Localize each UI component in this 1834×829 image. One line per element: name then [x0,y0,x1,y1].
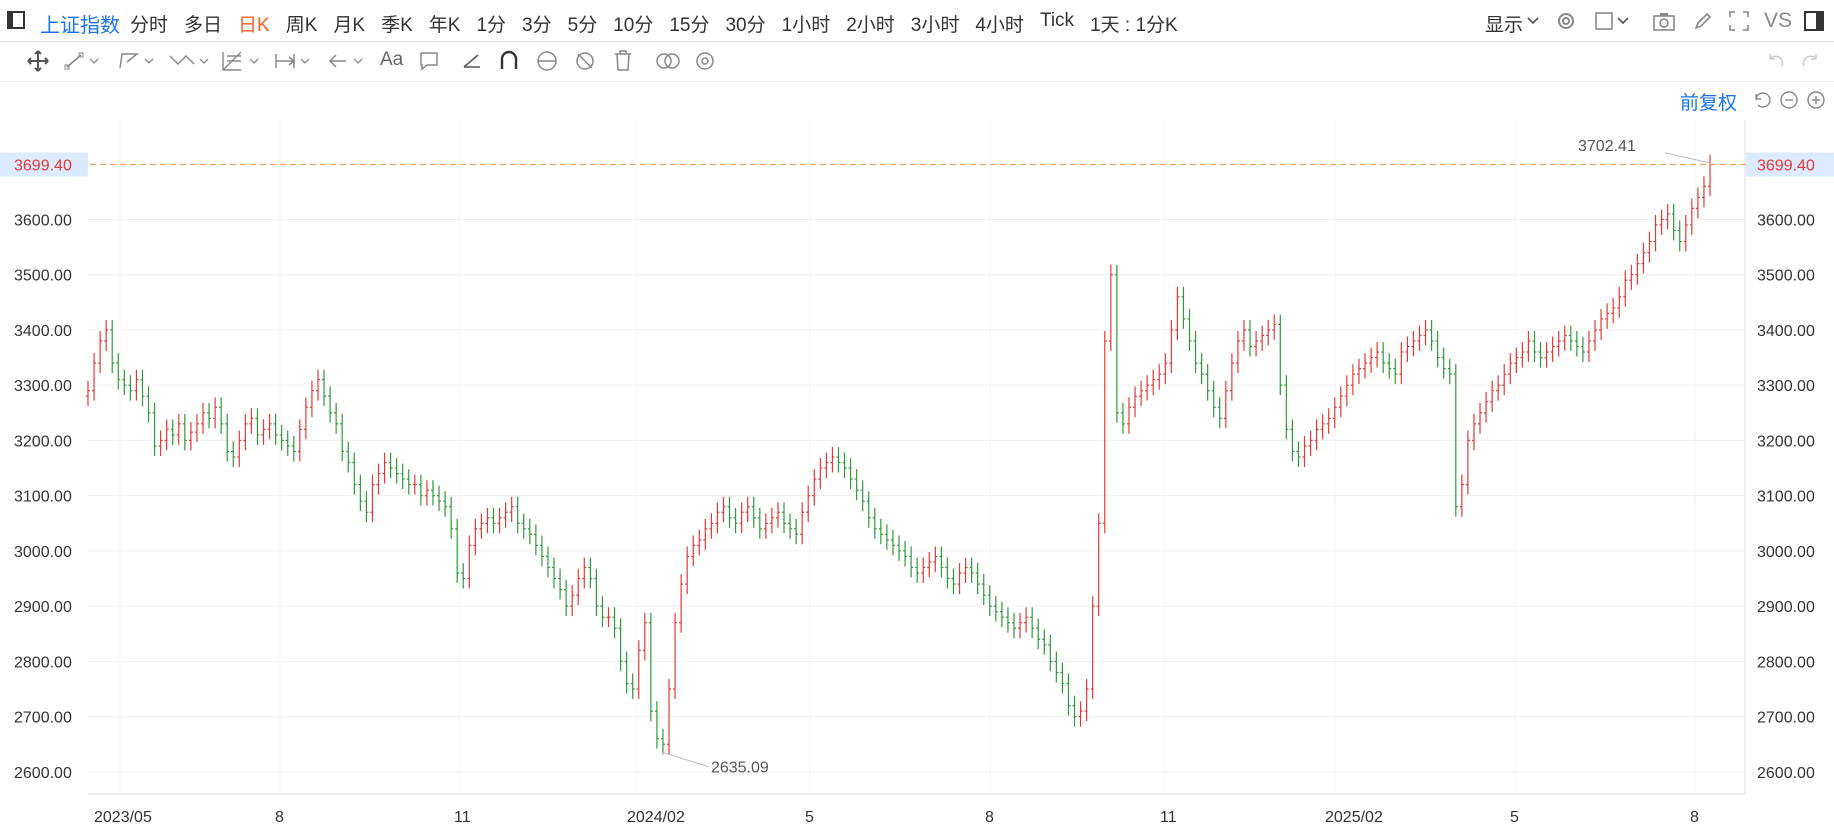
y-tick-label-right: 2600.00 [1757,765,1815,782]
tab-12[interactable]: 30分 [725,15,766,36]
chevron-down-icon[interactable] [1617,16,1629,26]
tab-13[interactable]: 1小时 [781,15,831,36]
y-tick-label-left: 3300.00 [14,378,72,395]
camera-icon[interactable] [1652,10,1676,32]
reset-icon[interactable] [1752,90,1772,110]
x-tick-label: 8 [1690,809,1699,826]
tab-0[interactable]: 分时 [130,15,169,36]
tab-6[interactable]: 年K [428,15,461,36]
x-tick-label: 5 [805,809,814,826]
x-tick-label: 2023/05 [94,809,152,826]
x-tick-label: 2024/02 [627,809,685,826]
tab-5[interactable]: 季K [381,15,413,36]
chevron-down-icon[interactable] [1527,16,1539,26]
symbol-name[interactable]: 上证指数 [40,15,120,37]
measure-icon[interactable] [273,50,317,72]
tab-11[interactable]: 15分 [669,15,710,36]
fullscreen-icon[interactable] [1728,10,1750,32]
text-tool-button[interactable]: Aa [380,49,404,70]
y-tick-label-left: 2600.00 [14,765,72,782]
trend-line-icon[interactable] [64,50,100,72]
x-tick-label: 11 [454,809,471,826]
x-tick-label: 8 [275,809,284,826]
tab-16[interactable]: 4小时 [975,15,1024,36]
y-tick-label-right: 3600.00 [1757,212,1815,229]
fibonacci-icon[interactable] [220,49,264,73]
y-tick-label-right: 3100.00 [1757,489,1815,506]
y-tick-label-right: 2900.00 [1757,599,1815,616]
y-tick-label-right: 3300.00 [1757,378,1815,395]
angle-icon[interactable] [461,50,483,72]
move-cross-icon[interactable] [26,49,50,73]
tab-7[interactable]: 1分 [476,15,507,36]
hide-drawings-icon[interactable] [573,49,597,73]
comment-icon[interactable] [418,50,440,72]
gear-icon[interactable] [1555,10,1577,32]
tab-2[interactable]: 日K [238,15,270,36]
low-annotation: 2635.09 [711,760,769,777]
display-menu-label[interactable]: 显示 [1485,15,1524,36]
y-tick-label-right: 3400.00 [1757,323,1815,340]
high-annotation: 3702.41 [1578,138,1636,155]
eye-lock-icon[interactable] [535,49,559,73]
undo-icon[interactable] [1764,50,1786,72]
low-annotation-leader [662,752,709,767]
compare-vs-button[interactable]: VS [1764,9,1793,32]
x-tick-label: 2025/02 [1325,809,1383,826]
x-tick-label: 5 [1510,809,1519,826]
drawing-toolbar: Aa [0,42,1834,82]
tab-15[interactable]: 3小时 [910,15,960,36]
tab-3[interactable]: 周K [285,15,318,36]
magnet-icon[interactable] [497,49,521,73]
y-tick-label-left: 3500.00 [14,268,72,285]
wave-pattern-icon[interactable] [168,48,212,74]
tab-14[interactable]: 2小时 [846,15,895,36]
y-tick-label-left: 2700.00 [14,710,72,727]
sidebar-toggle-icon[interactable] [6,10,26,30]
top-toolbar: 上证指数 分时 多日 日K 周K 月K 季K 年K 1分 3分 5分 10分 15分 30分 1小时 2小时… [0,0,1834,42]
y-tick-label-left: 3600.00 [14,212,72,229]
pencil-icon[interactable] [1692,10,1714,32]
y-tick-label-left: 2800.00 [14,654,72,671]
period-tabs: 分时 多日 日K 周K 月K 季K 年K 1分 3分 5分 10分 15分 30分 1小时 2小时 3小时 4小… [130,10,1194,37]
layout-square-icon[interactable] [1594,11,1614,31]
zoom-out-icon[interactable] [1779,90,1799,110]
price-tag-left-bg [0,152,88,177]
panel-toggle-icon[interactable] [1803,10,1825,32]
redo-icon[interactable] [1800,50,1822,72]
price-tag-right-bg [1746,152,1834,177]
tab-8[interactable]: 3分 [522,15,552,36]
polyline-icon[interactable] [117,50,157,72]
tab-9[interactable]: 5分 [567,15,598,36]
y-tick-label-right: 2800.00 [1757,654,1815,671]
y-tick-label-right: 3200.00 [1757,433,1815,450]
tab-17[interactable]: Tick [1039,10,1075,31]
settings-icon[interactable] [693,49,717,73]
y-tick-label-left: 3200.00 [14,433,72,450]
y-tick-label-right: 3000.00 [1757,544,1815,561]
current-price-right: 3699.40 [1757,158,1815,175]
tab-1[interactable]: 多日 [184,15,223,36]
overlay-icon[interactable] [654,50,682,72]
arrow-left-icon[interactable] [326,50,370,72]
y-tick-label-right: 2700.00 [1757,710,1815,727]
y-tick-label-left: 2900.00 [14,599,72,616]
tab-10[interactable]: 10分 [613,15,654,36]
zoom-in-icon[interactable] [1806,90,1826,110]
x-tick-label: 8 [985,809,994,826]
y-tick-label-left: 3400.00 [14,323,72,340]
tab-4[interactable]: 月K [333,15,366,36]
tab-18[interactable]: 1天 : 1分K [1090,15,1178,36]
y-tick-label-right: 3500.00 [1757,268,1815,285]
adjust-mode-label[interactable]: 前复权 [1680,93,1738,114]
trash-icon[interactable] [612,49,634,73]
high-annotation-leader [1664,152,1711,164]
current-price-left: 3699.40 [14,158,72,175]
y-tick-label-left: 3000.00 [14,544,72,561]
x-tick-label: 11 [1160,809,1177,826]
y-tick-label-left: 3100.00 [14,489,72,506]
